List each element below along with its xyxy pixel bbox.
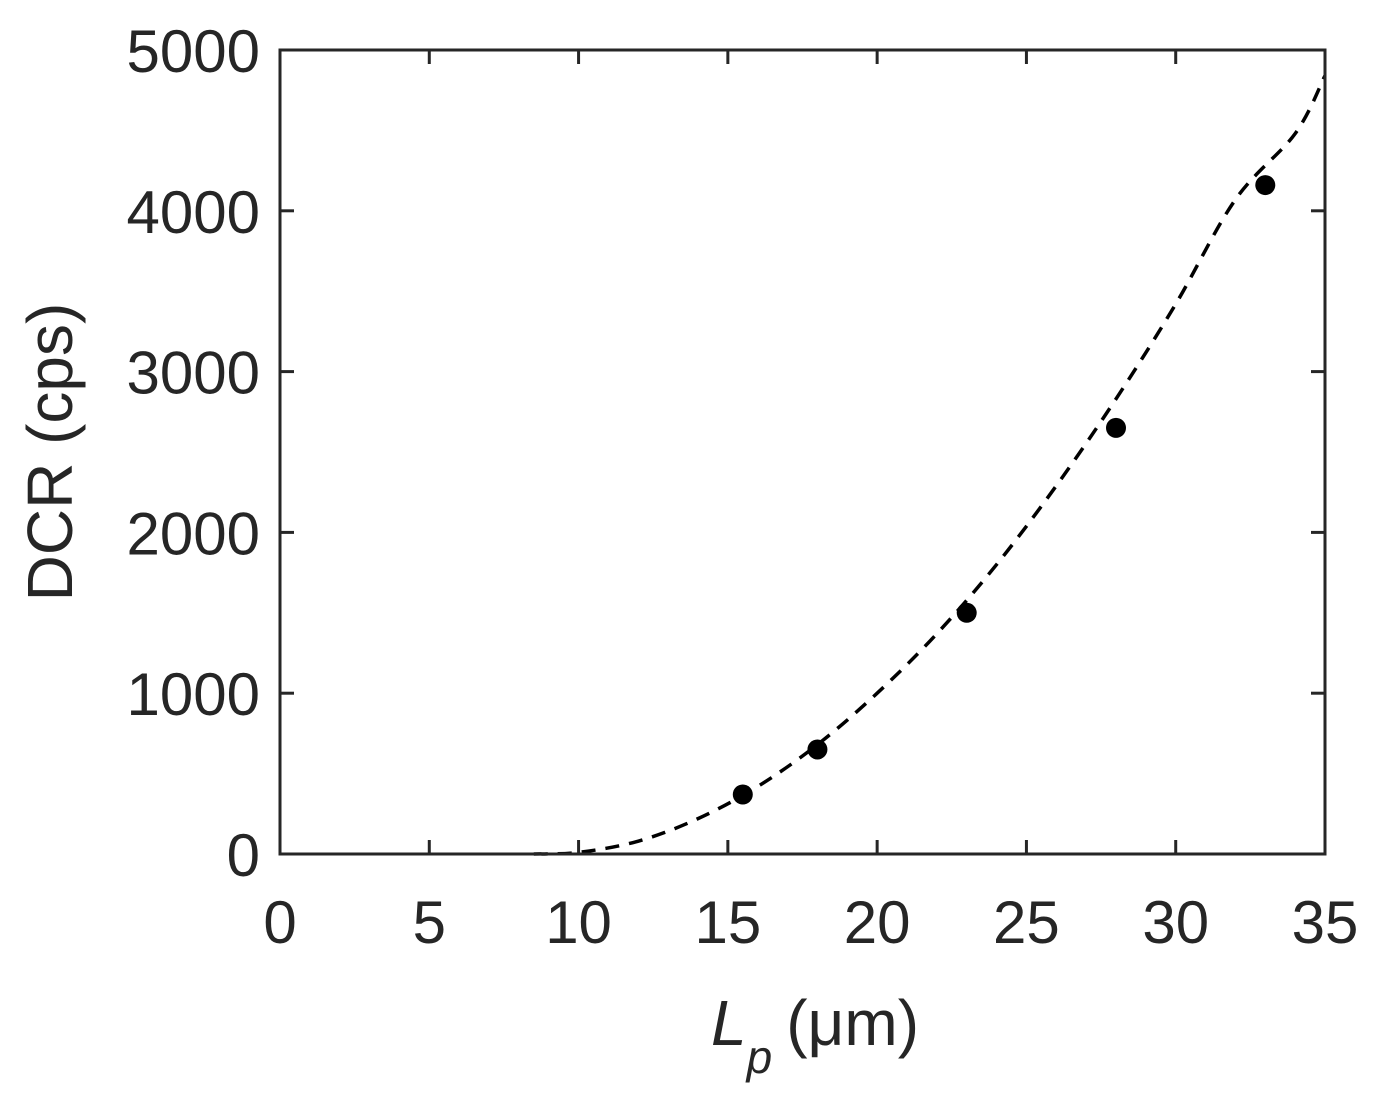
x-tick-label: 5 bbox=[413, 889, 446, 956]
fit-curve bbox=[533, 74, 1327, 856]
x-tick-label: 0 bbox=[263, 889, 296, 956]
data-point-3 bbox=[956, 602, 977, 623]
y-axis-title: DCR (cps) bbox=[14, 303, 86, 602]
y-tick-label: 2000 bbox=[127, 500, 260, 567]
x-axis-title-unit: (μm) bbox=[786, 987, 919, 1059]
x-tick-label: 10 bbox=[545, 889, 612, 956]
fit-curve-layer bbox=[533, 74, 1327, 856]
x-axis-title-main: L bbox=[711, 987, 747, 1059]
x-tick-label: 30 bbox=[1142, 889, 1209, 956]
x-tick-label: 20 bbox=[844, 889, 911, 956]
data-point-2 bbox=[807, 739, 828, 760]
y-tick-label: 5000 bbox=[127, 18, 260, 85]
y-tick-label: 0 bbox=[227, 822, 260, 889]
x-tick-label: 15 bbox=[694, 889, 761, 956]
plot-frame bbox=[278, 48, 1327, 856]
tick-marks-layer bbox=[278, 48, 1327, 856]
x-axis-title-subscript: p bbox=[745, 1031, 773, 1083]
data-markers-layer bbox=[732, 175, 1276, 805]
data-point-1 bbox=[732, 784, 753, 805]
data-point-4 bbox=[1106, 417, 1126, 438]
data-point-5 bbox=[1255, 175, 1276, 196]
x-tick-label: 25 bbox=[993, 889, 1060, 956]
y-tick-label: 3000 bbox=[127, 340, 260, 407]
x-axis-title: Lp (μm) bbox=[711, 987, 919, 1083]
x-tick-label: 35 bbox=[1292, 889, 1359, 956]
y-tick-label: 1000 bbox=[127, 661, 260, 728]
y-tick-label: 4000 bbox=[127, 179, 260, 246]
tick-labels-layer: 0 5 10 15 20 25 30 35 0 1000 2000 3000 4000 5000 bbox=[127, 18, 1359, 956]
